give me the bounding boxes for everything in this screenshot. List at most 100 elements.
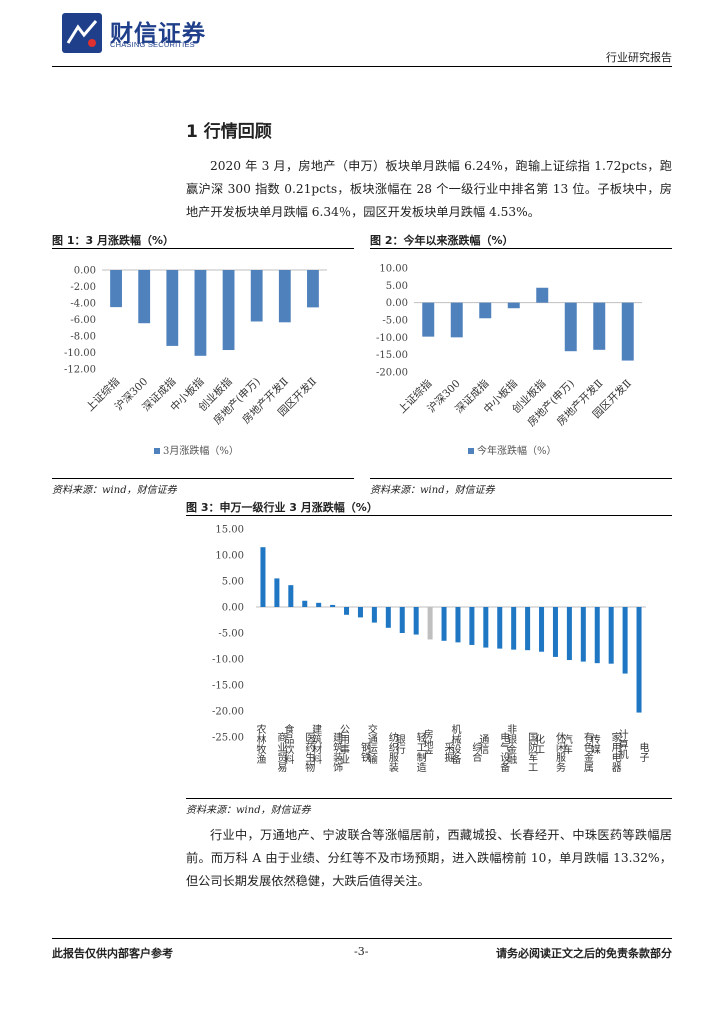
- figure-3-source: 资料来源：wind，财信证券: [186, 805, 311, 816]
- bar-5: [316, 602, 322, 607]
- x-category-label: 医药生物: [303, 732, 315, 773]
- bar-21: [539, 607, 545, 652]
- figure-1-source: 资料来源：wind，财信证券: [52, 485, 177, 496]
- bar-26: [608, 607, 614, 664]
- x-category-label: 化工: [533, 733, 545, 754]
- bar-1: [110, 270, 122, 308]
- y-tick-label: -2.00: [70, 282, 96, 293]
- bar-1: [422, 302, 435, 337]
- intro-paragraph: 2020 年 3 月，房地产（申万）板块单月跌幅 6.24%，跑输上证综指 1.…: [186, 159, 672, 219]
- legend-label: 今年涨跌幅（%）: [477, 444, 557, 457]
- bar-13: [427, 607, 433, 640]
- x-category-label: 公用事业: [338, 724, 350, 764]
- company-logo-icon: [62, 13, 102, 53]
- x-category-label: 食品饮料: [282, 723, 294, 765]
- bar-25: [594, 607, 600, 664]
- x-category-label: 非银金融: [505, 724, 517, 765]
- y-tick-label: -12.00: [64, 365, 96, 376]
- bar-15: [455, 607, 461, 643]
- x-category-label: 电气设备: [498, 731, 510, 773]
- bar-6: [330, 604, 336, 607]
- brand-name-cn: 财信证券: [110, 21, 206, 47]
- y-tick-label: -10.00: [376, 333, 408, 344]
- y-tick-label: 10.00: [379, 264, 408, 275]
- x-category-label: 休闲服务: [553, 732, 565, 773]
- x-category-label: 房地产: [421, 728, 433, 760]
- y-tick-label: -20.00: [376, 368, 408, 379]
- bar-2: [138, 270, 151, 324]
- bar-23: [566, 607, 572, 661]
- bar-2: [274, 578, 280, 607]
- y-tick-label: 0.00: [222, 603, 244, 614]
- x-category-label: 家用电器: [609, 731, 621, 773]
- bar-2: [450, 302, 463, 338]
- bar-1: [260, 547, 266, 607]
- y-tick-label: -10.00: [64, 348, 96, 359]
- bar-16: [469, 607, 475, 645]
- header-divider: [52, 66, 672, 67]
- x-category-label: 通信: [477, 734, 489, 755]
- bar-20: [525, 607, 531, 651]
- y-tick-label: 0.00: [74, 266, 96, 277]
- legend-swatch: [154, 448, 160, 454]
- figure-1-chart: 0.00-2.00-4.00-6.00-8.00-10.00-12.00上证综指…: [64, 266, 327, 457]
- figure-1-bottom-rule: [52, 478, 354, 479]
- y-tick-label: -20.00: [212, 707, 244, 718]
- x-category-label: 建筑装饰: [331, 731, 343, 773]
- bar-3: [288, 585, 294, 607]
- x-category-label: 综合: [470, 741, 482, 763]
- y-tick-label: -5.00: [218, 629, 244, 640]
- bar-7: [344, 607, 350, 615]
- x-category-label: 轻工制造: [414, 731, 426, 772]
- figure-2-chart: 10.005.000.00-5.00-10.00-15.00-20.00上证综指…: [376, 264, 642, 457]
- bar-4: [507, 302, 520, 309]
- bar-18: [497, 607, 503, 649]
- x-category-label: 电子: [637, 741, 649, 762]
- bar-14: [441, 607, 447, 641]
- x-category-label: 钢铁: [358, 741, 370, 763]
- bar-28: [636, 607, 642, 713]
- x-category-label: 机械设备: [449, 723, 461, 765]
- y-tick-label: -15.00: [376, 350, 408, 361]
- y-tick-label: 5.00: [386, 281, 408, 292]
- x-category-label: 商业贸易: [275, 731, 287, 773]
- industry-paragraph: 行业中，万通地产、宁波联合等涨幅居前，西藏城投、长春经开、中珠医药等跌幅居前。而…: [186, 828, 672, 888]
- bar-11: [399, 607, 405, 633]
- footer-disclaimer-right: 请务必阅读正文之后的免责条款部分: [496, 947, 672, 960]
- figure-2-top-rule: [370, 248, 672, 249]
- bar-12: [413, 607, 419, 635]
- x-category-label: 计算机: [616, 728, 628, 760]
- x-category-label: 银行: [393, 733, 405, 755]
- bar-9: [371, 607, 377, 623]
- bar-7: [593, 302, 606, 350]
- x-category-label: 交通运输: [365, 723, 377, 765]
- y-tick-label: -5.00: [382, 316, 408, 327]
- bar-8: [357, 607, 363, 618]
- x-category-label: 农林牧渔: [254, 723, 266, 765]
- figure-3-bottom-rule: [186, 798, 672, 799]
- legend-swatch: [468, 448, 474, 454]
- figure-2-title: 图 2：今年以来涨跌幅（%）: [370, 234, 514, 247]
- bar-7: [278, 270, 291, 323]
- legend-label: 3月涨跌幅（%）: [163, 444, 239, 457]
- bar-22: [552, 607, 558, 657]
- bar-5: [222, 270, 235, 351]
- footer-divider: [52, 938, 672, 939]
- x-category-label: 有色金属: [581, 731, 593, 773]
- y-tick-label: -15.00: [212, 681, 244, 692]
- y-tick-label: 15.00: [215, 525, 244, 536]
- page-number: -3-: [354, 945, 369, 958]
- bar-6: [250, 270, 263, 322]
- bar-5: [536, 287, 549, 303]
- x-category-label: 采掘: [442, 742, 454, 763]
- x-category-label: 传媒: [588, 734, 600, 755]
- y-tick-label: 0.00: [386, 298, 408, 309]
- y-tick-label: -6.00: [70, 315, 96, 326]
- bar-8: [621, 302, 634, 361]
- bar-3: [166, 270, 179, 346]
- figure-2-source: 资料来源：wind，财信证券: [370, 485, 495, 496]
- figure-1-top-rule: [52, 248, 354, 249]
- y-tick-label: -10.00: [212, 655, 244, 666]
- figure-3-top-rule: [186, 515, 672, 516]
- y-tick-label: 10.00: [215, 551, 244, 562]
